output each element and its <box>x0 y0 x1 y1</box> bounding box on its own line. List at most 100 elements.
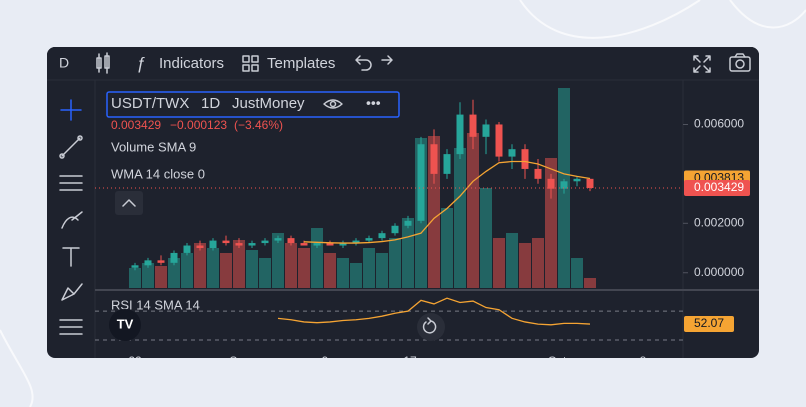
candle-body <box>326 243 334 246</box>
volume-bar <box>324 253 336 288</box>
brush-tool[interactable] <box>61 211 83 229</box>
volume-bar <box>350 263 362 288</box>
candle-body <box>482 124 490 137</box>
candle-body <box>391 225 399 234</box>
volume-bar <box>441 208 453 288</box>
candle-body <box>547 178 555 189</box>
interval: 1D <box>201 95 220 112</box>
top-toolbar <box>47 47 759 80</box>
candle-body <box>196 245 204 248</box>
volume-bar <box>480 188 492 288</box>
volume-bar <box>428 136 440 288</box>
chart-type-icon[interactable] <box>96 52 110 74</box>
candle-body <box>560 181 568 189</box>
volume-bar <box>545 158 557 288</box>
pattern-tool[interactable] <box>61 283 83 301</box>
time-axis-label: 17 <box>403 354 417 368</box>
trendline-tool[interactable] <box>59 135 83 159</box>
candle-body <box>404 220 412 226</box>
candle-body <box>235 243 243 246</box>
candle-body <box>352 240 360 244</box>
symbol: USDT/TWX <box>111 95 189 112</box>
candle-body <box>430 144 438 174</box>
more-button[interactable]: ••• <box>366 95 381 111</box>
time-axis-label: 8 <box>640 354 647 368</box>
candle-body <box>261 240 269 244</box>
app-window: D ƒ Indicators Templates USDT/TWX 1D Jus… <box>47 47 759 368</box>
last-price-label: 0.003429 <box>694 180 744 194</box>
rsi-value-box <box>684 316 734 333</box>
y-tick-label: 0.002000 <box>694 215 744 229</box>
screenshot-button[interactable] <box>729 53 751 72</box>
plot: 0.0060000.0020000.0000000.0038130.003429… <box>95 88 750 368</box>
volume-bar <box>376 253 388 288</box>
candle-body <box>274 238 282 241</box>
volume-bar <box>493 238 505 288</box>
collapse-legend-button[interactable] <box>115 191 143 215</box>
volume-bar <box>584 278 596 288</box>
candle-body <box>534 168 542 179</box>
symbol-legend-box[interactable] <box>106 91 400 118</box>
logo-mark: TV <box>117 316 134 331</box>
tradingview-logo <box>109 309 141 341</box>
candle-body <box>443 154 451 174</box>
price-change: −0.000123 <box>170 118 227 132</box>
volume-bar <box>389 238 401 288</box>
templates-icon[interactable] <box>242 55 259 72</box>
indicators-button[interactable]: Indicators <box>159 55 224 72</box>
measure-tool[interactable] <box>59 319 83 335</box>
fullscreen-button[interactable] <box>693 55 711 73</box>
crosshair-tool[interactable] <box>60 99 82 121</box>
candle-body <box>456 114 464 155</box>
volume-bar <box>454 148 466 288</box>
reset-icon <box>422 317 437 334</box>
candle-body <box>586 178 594 188</box>
text-tool[interactable] <box>62 247 80 267</box>
volume-indicator-label: Volume SMA 9 <box>111 139 196 154</box>
candle-body <box>469 114 477 137</box>
exchange: JustMoney <box>232 95 305 112</box>
time-axis-label: 22 <box>128 354 142 368</box>
last-price: 0.003429 <box>111 118 161 132</box>
candle-body <box>365 238 373 241</box>
candle-body <box>248 243 256 246</box>
wma-line <box>303 160 591 244</box>
candle-body <box>313 243 321 246</box>
volume-bar <box>506 233 518 288</box>
candle-body <box>339 243 347 246</box>
volume-bar <box>207 248 219 288</box>
drawing-tools <box>59 99 83 335</box>
volume-bar <box>532 238 544 288</box>
volume-bar <box>168 258 180 288</box>
candle-body <box>378 233 386 239</box>
volume-bar <box>259 258 271 288</box>
candle-body <box>573 178 581 182</box>
undo-button[interactable] <box>355 55 372 71</box>
interval-button[interactable]: D <box>59 55 69 71</box>
volume-bar <box>467 133 479 288</box>
visibility-button[interactable] <box>323 99 343 109</box>
fib-tool[interactable] <box>59 175 83 191</box>
y-tick-label: 0.006000 <box>694 117 744 131</box>
volume-bar <box>402 218 414 288</box>
volume-bar <box>337 258 349 288</box>
candle-body <box>157 260 165 263</box>
rsi-label: RSI 14 SMA 14 <box>111 297 200 312</box>
redo-button[interactable] <box>381 55 393 65</box>
candle-body <box>131 265 139 268</box>
candle-body <box>495 124 503 157</box>
volume-bar <box>129 268 141 288</box>
rsi-line <box>277 297 591 326</box>
candle-body <box>508 149 516 157</box>
volume-bar <box>181 253 193 288</box>
templates-button[interactable]: Templates <box>267 55 335 72</box>
volume-bar <box>155 266 167 288</box>
reset-button[interactable] <box>417 313 445 341</box>
candle-body <box>300 243 308 246</box>
candle-body <box>521 149 529 169</box>
indicators-icon[interactable]: ƒ <box>136 53 145 72</box>
candle-body <box>144 260 152 266</box>
volume-bar <box>220 253 232 288</box>
